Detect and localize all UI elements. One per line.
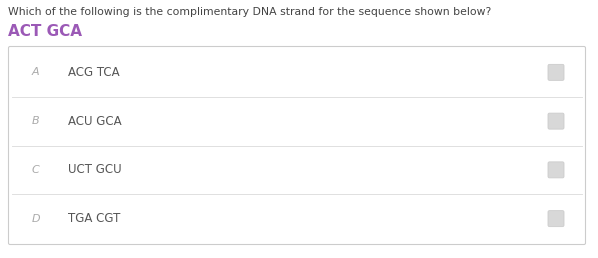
FancyBboxPatch shape	[548, 211, 564, 227]
Text: TGA CGT: TGA CGT	[68, 212, 120, 225]
Text: ACT GCA: ACT GCA	[8, 24, 82, 39]
Text: ACG TCA: ACG TCA	[68, 66, 120, 79]
Text: D: D	[32, 214, 41, 224]
Text: B: B	[32, 116, 39, 126]
Text: ACU GCA: ACU GCA	[68, 115, 121, 128]
Text: UCT GCU: UCT GCU	[68, 163, 121, 176]
Text: C: C	[32, 165, 39, 175]
FancyBboxPatch shape	[8, 46, 585, 245]
Text: A: A	[32, 67, 39, 77]
Text: Which of the following is the complimentary DNA strand for the sequence shown be: Which of the following is the compliment…	[8, 7, 491, 17]
FancyBboxPatch shape	[548, 162, 564, 178]
FancyBboxPatch shape	[548, 113, 564, 129]
FancyBboxPatch shape	[548, 64, 564, 80]
